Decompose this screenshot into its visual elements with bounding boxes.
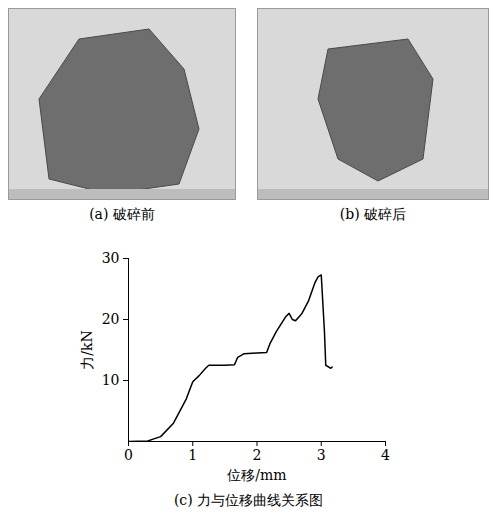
- svg-text:3: 3: [317, 447, 326, 463]
- svg-text:30: 30: [102, 250, 120, 266]
- html-text:(a) 破碎前: (a) 破碎前: [89, 206, 155, 222]
- svg-text:1: 1: [188, 447, 197, 463]
- svg-text:0: 0: [124, 447, 133, 463]
- svg-text:10: 10: [102, 372, 120, 388]
- html-text:(b) 破碎后: (b) 破碎后: [339, 206, 407, 222]
- html-text:(c) 力与位移曲线关系图: (c) 力与位移曲线关系图: [173, 492, 324, 508]
- svg-text:力/kN: 力/kN: [79, 330, 95, 369]
- svg-text:2: 2: [253, 447, 262, 463]
- svg-text:20: 20: [102, 311, 120, 327]
- svg-text:位移/mm: 位移/mm: [227, 467, 286, 483]
- svg-text:4: 4: [381, 447, 390, 463]
